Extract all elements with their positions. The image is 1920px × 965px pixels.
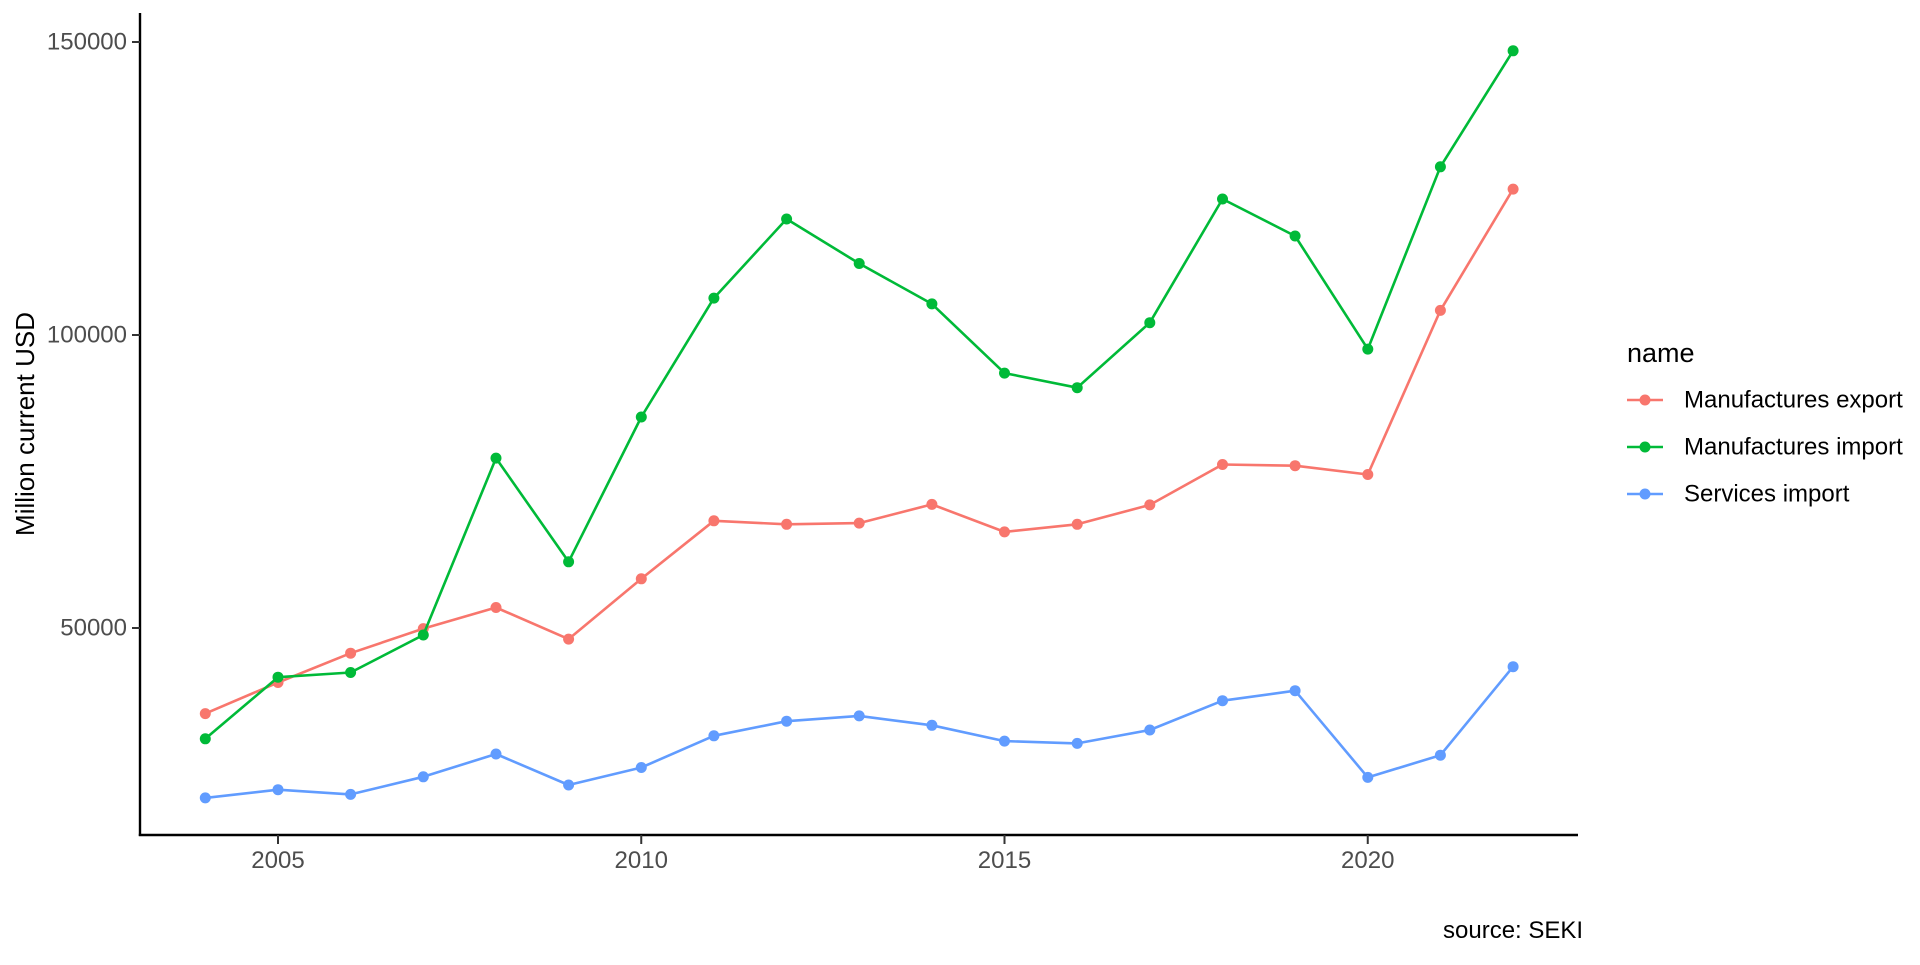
data-point-manufactures-import bbox=[1362, 343, 1374, 355]
data-point-manufactures-export bbox=[635, 573, 647, 585]
data-point-services-import bbox=[199, 792, 211, 804]
data-point-services-import bbox=[490, 748, 502, 760]
legend: name Manufactures export Manufactures imp… bbox=[1627, 338, 1903, 508]
data-point-services-import bbox=[999, 735, 1010, 747]
data-point-manufactures-export bbox=[1289, 460, 1301, 472]
x-tick-label: 2020 bbox=[1341, 847, 1394, 874]
data-point-manufactures-import bbox=[1507, 45, 1519, 57]
data-point-services-import bbox=[272, 784, 284, 796]
data-point-manufactures-import bbox=[272, 671, 284, 683]
plot-series-layer bbox=[199, 45, 1519, 804]
data-point-manufactures-export bbox=[199, 708, 211, 720]
series-services-import bbox=[199, 661, 1519, 804]
data-point-manufactures-export bbox=[1434, 304, 1446, 316]
data-point-manufactures-import bbox=[999, 367, 1010, 379]
data-point-manufactures-import bbox=[1434, 161, 1446, 173]
data-point-services-import bbox=[1071, 737, 1083, 749]
data-point-services-import bbox=[853, 710, 865, 722]
data-point-manufactures-import bbox=[1217, 193, 1228, 205]
data-point-services-import bbox=[417, 771, 429, 783]
x-tick-label: 2015 bbox=[978, 847, 1031, 874]
y-tick-label: 150000 bbox=[47, 29, 127, 56]
data-point-services-import bbox=[563, 779, 575, 791]
data-point-manufactures-export bbox=[345, 647, 357, 659]
data-point-manufactures-export bbox=[781, 518, 793, 530]
legend-item-manufactures-export: Manufactures export bbox=[1627, 387, 1903, 414]
legend-key-point bbox=[1639, 441, 1651, 453]
data-point-manufactures-import bbox=[1071, 382, 1083, 394]
data-point-services-import bbox=[635, 762, 647, 773]
data-point-manufactures-import bbox=[417, 629, 429, 641]
data-point-manufactures-export bbox=[1071, 518, 1083, 530]
series-line-services-import bbox=[205, 665, 1515, 800]
data-point-services-import bbox=[1217, 695, 1228, 707]
data-point-manufactures-import bbox=[490, 452, 502, 464]
data-point-services-import bbox=[1434, 749, 1446, 761]
data-point-services-import bbox=[1362, 771, 1374, 783]
x-axis-ticks: 2005 2010 2015 2020 bbox=[251, 835, 1394, 874]
legend-title: name bbox=[1627, 338, 1695, 368]
data-point-services-import bbox=[708, 730, 720, 742]
data-point-manufactures-export bbox=[926, 498, 938, 510]
data-point-manufactures-export bbox=[1507, 183, 1519, 195]
source-caption: source: SEKI bbox=[1443, 917, 1583, 944]
data-point-manufactures-export bbox=[563, 633, 575, 645]
data-point-manufactures-export bbox=[708, 515, 720, 527]
data-point-manufactures-export bbox=[490, 602, 502, 613]
data-point-manufactures-import bbox=[199, 733, 211, 745]
data-point-manufactures-import bbox=[853, 258, 865, 269]
legend-item-services-import: Services import bbox=[1627, 481, 1850, 508]
legend-item-label: Manufactures import bbox=[1684, 434, 1903, 461]
data-point-manufactures-import bbox=[563, 556, 575, 568]
data-point-manufactures-export bbox=[1217, 459, 1228, 470]
data-point-manufactures-import bbox=[1289, 230, 1301, 242]
data-point-manufactures-import bbox=[635, 411, 647, 423]
data-point-services-import bbox=[1289, 685, 1301, 697]
data-point-manufactures-import bbox=[781, 213, 793, 225]
x-tick-label: 2010 bbox=[615, 847, 668, 874]
data-point-manufactures-import bbox=[1144, 317, 1156, 329]
legend-item-label: Manufactures export bbox=[1684, 387, 1903, 414]
data-point-services-import bbox=[781, 715, 793, 727]
legend-key-point bbox=[1639, 488, 1651, 500]
data-point-manufactures-export bbox=[1362, 469, 1374, 480]
legend-items: Manufactures export Manufactures import Se… bbox=[1627, 387, 1903, 508]
data-point-services-import bbox=[1507, 661, 1519, 673]
legend-key-point bbox=[1639, 394, 1651, 406]
data-point-services-import bbox=[345, 788, 357, 800]
y-axis-ticks: 50000 100000 150000 bbox=[47, 29, 140, 642]
y-tick-label: 100000 bbox=[47, 322, 127, 349]
data-point-manufactures-import bbox=[926, 298, 938, 310]
data-point-manufactures-export bbox=[999, 526, 1010, 538]
data-point-manufactures-export bbox=[1144, 499, 1156, 511]
data-point-manufactures-export bbox=[853, 517, 865, 529]
data-point-services-import bbox=[1144, 724, 1156, 736]
legend-item-label: Services import bbox=[1684, 481, 1850, 508]
data-point-services-import bbox=[926, 719, 938, 731]
x-tick-label: 2005 bbox=[251, 847, 304, 874]
y-axis-title: Million current USD bbox=[10, 312, 40, 536]
legend-item-manufactures-import: Manufactures import bbox=[1627, 434, 1903, 461]
data-point-manufactures-import bbox=[708, 292, 720, 304]
y-tick-label: 50000 bbox=[60, 615, 127, 642]
data-point-manufactures-import bbox=[345, 667, 357, 678]
series-manufactures-import bbox=[199, 45, 1519, 745]
